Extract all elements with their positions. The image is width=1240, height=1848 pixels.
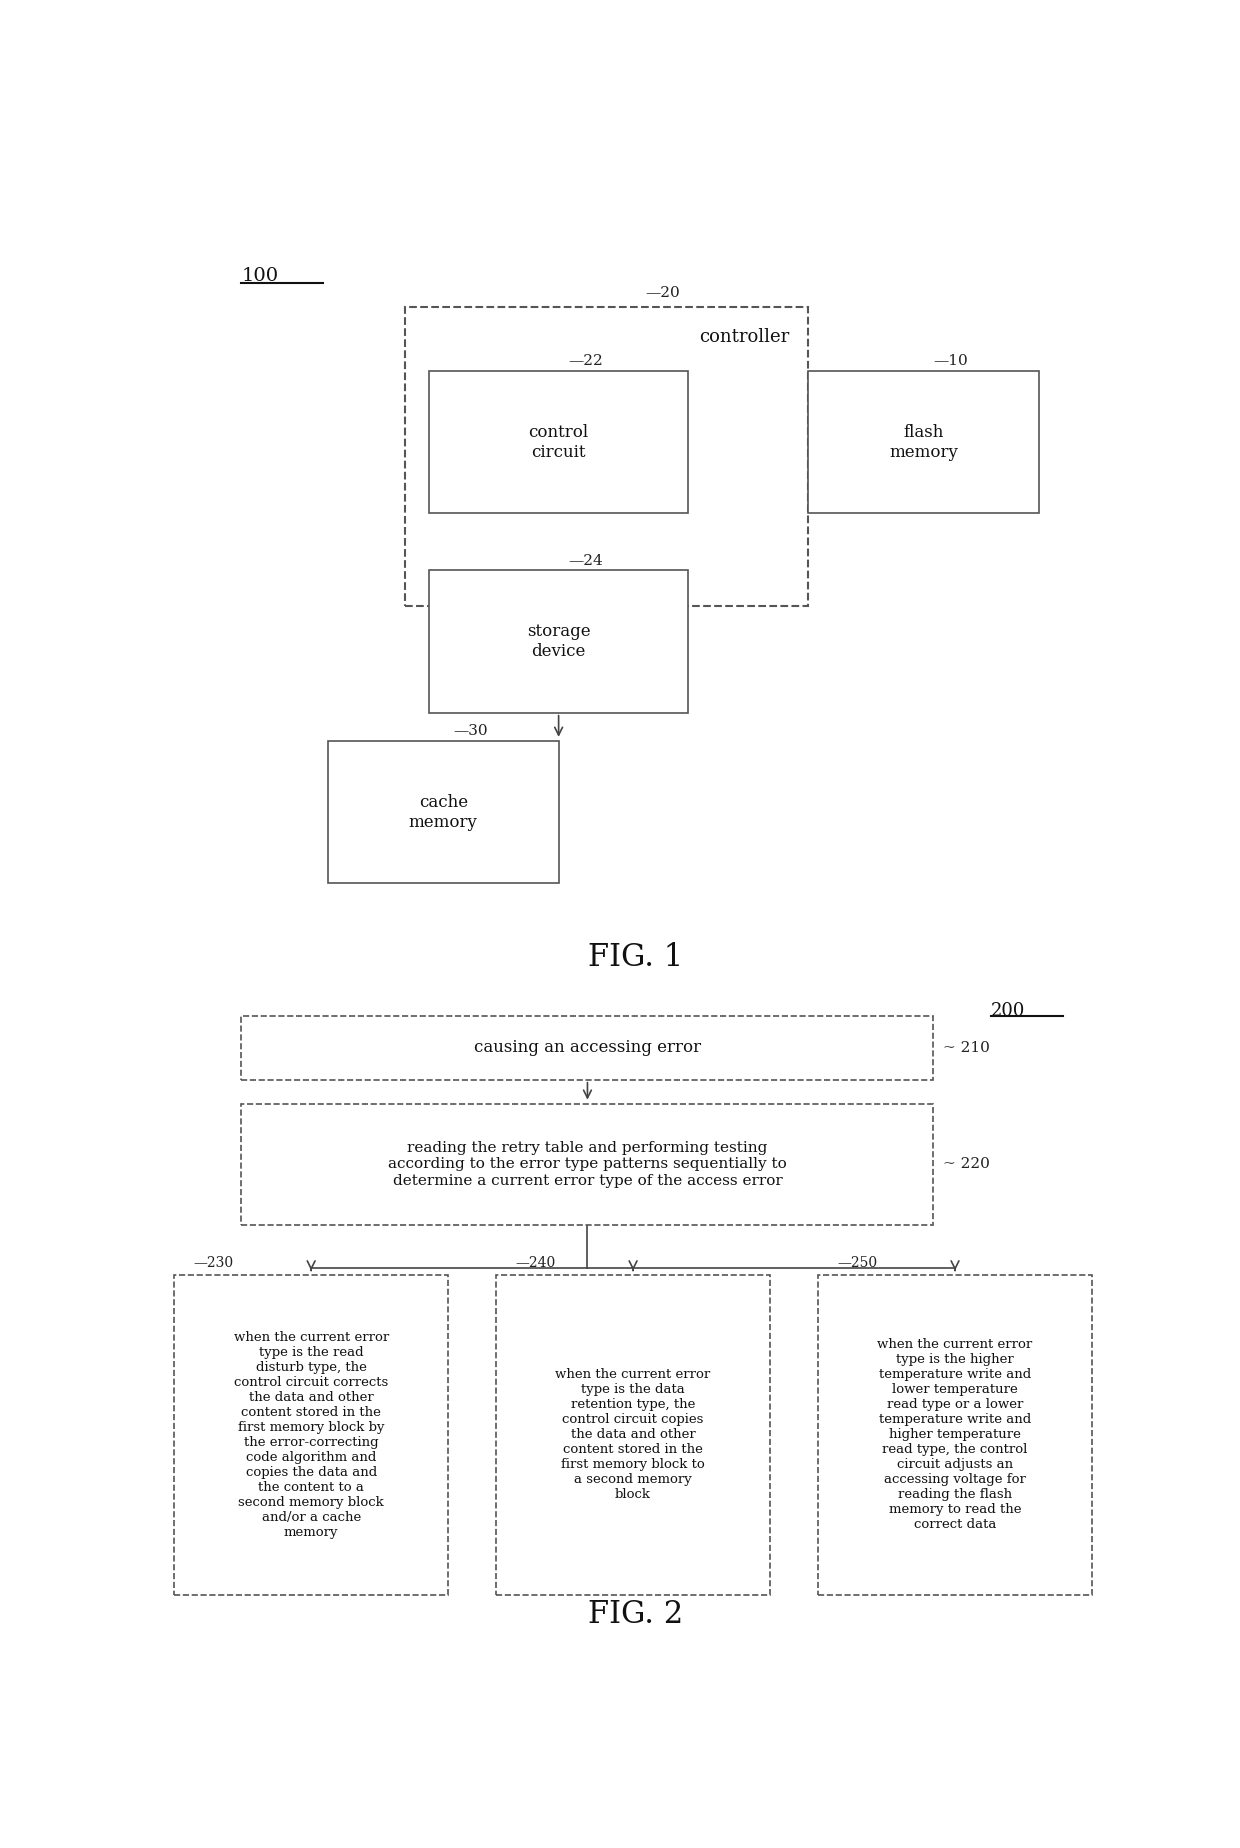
FancyBboxPatch shape (242, 1016, 934, 1079)
FancyBboxPatch shape (429, 371, 688, 514)
Text: flash
memory: flash memory (889, 423, 959, 460)
Text: controller: controller (699, 329, 789, 346)
Text: —240: —240 (516, 1257, 556, 1270)
FancyBboxPatch shape (404, 307, 808, 606)
Text: causing an accessing error: causing an accessing error (474, 1039, 701, 1057)
Text: —10: —10 (934, 355, 968, 368)
Text: cache
memory: cache memory (409, 795, 477, 830)
Text: —30: —30 (453, 724, 487, 739)
Text: —20: —20 (645, 286, 680, 299)
FancyBboxPatch shape (242, 1103, 934, 1225)
Text: storage
device: storage device (527, 623, 590, 660)
FancyBboxPatch shape (174, 1275, 448, 1595)
FancyBboxPatch shape (818, 1275, 1092, 1595)
Text: when the current error
type is the data
retention type, the
control circuit copi: when the current error type is the data … (556, 1368, 711, 1501)
FancyBboxPatch shape (808, 371, 1039, 514)
Text: ~ 220: ~ 220 (942, 1157, 990, 1172)
Text: —24: —24 (568, 554, 603, 567)
FancyBboxPatch shape (496, 1275, 770, 1595)
Text: when the current error
type is the read
disturb type, the
control circuit correc: when the current error type is the read … (233, 1331, 389, 1539)
Text: control
circuit: control circuit (528, 423, 589, 460)
Text: —230: —230 (193, 1257, 233, 1270)
FancyBboxPatch shape (429, 571, 688, 713)
Text: —250: —250 (837, 1257, 878, 1270)
Text: FIG. 1: FIG. 1 (588, 942, 683, 972)
Text: 200: 200 (991, 1002, 1025, 1020)
Text: reading the retry table and performing testing
according to the error type patte: reading the retry table and performing t… (388, 1142, 787, 1188)
Text: when the current error
type is the higher
temperature write and
lower temperatur: when the current error type is the highe… (878, 1338, 1033, 1532)
FancyBboxPatch shape (327, 741, 558, 883)
Text: ~ 210: ~ 210 (942, 1040, 990, 1055)
Text: FIG. 2: FIG. 2 (588, 1600, 683, 1630)
Text: 100: 100 (242, 268, 279, 285)
Text: —22: —22 (568, 355, 603, 368)
